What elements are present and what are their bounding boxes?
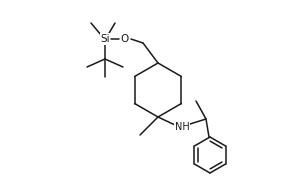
Text: Si: Si [100, 34, 110, 44]
Text: O: O [121, 34, 129, 44]
Text: NH: NH [175, 122, 189, 132]
